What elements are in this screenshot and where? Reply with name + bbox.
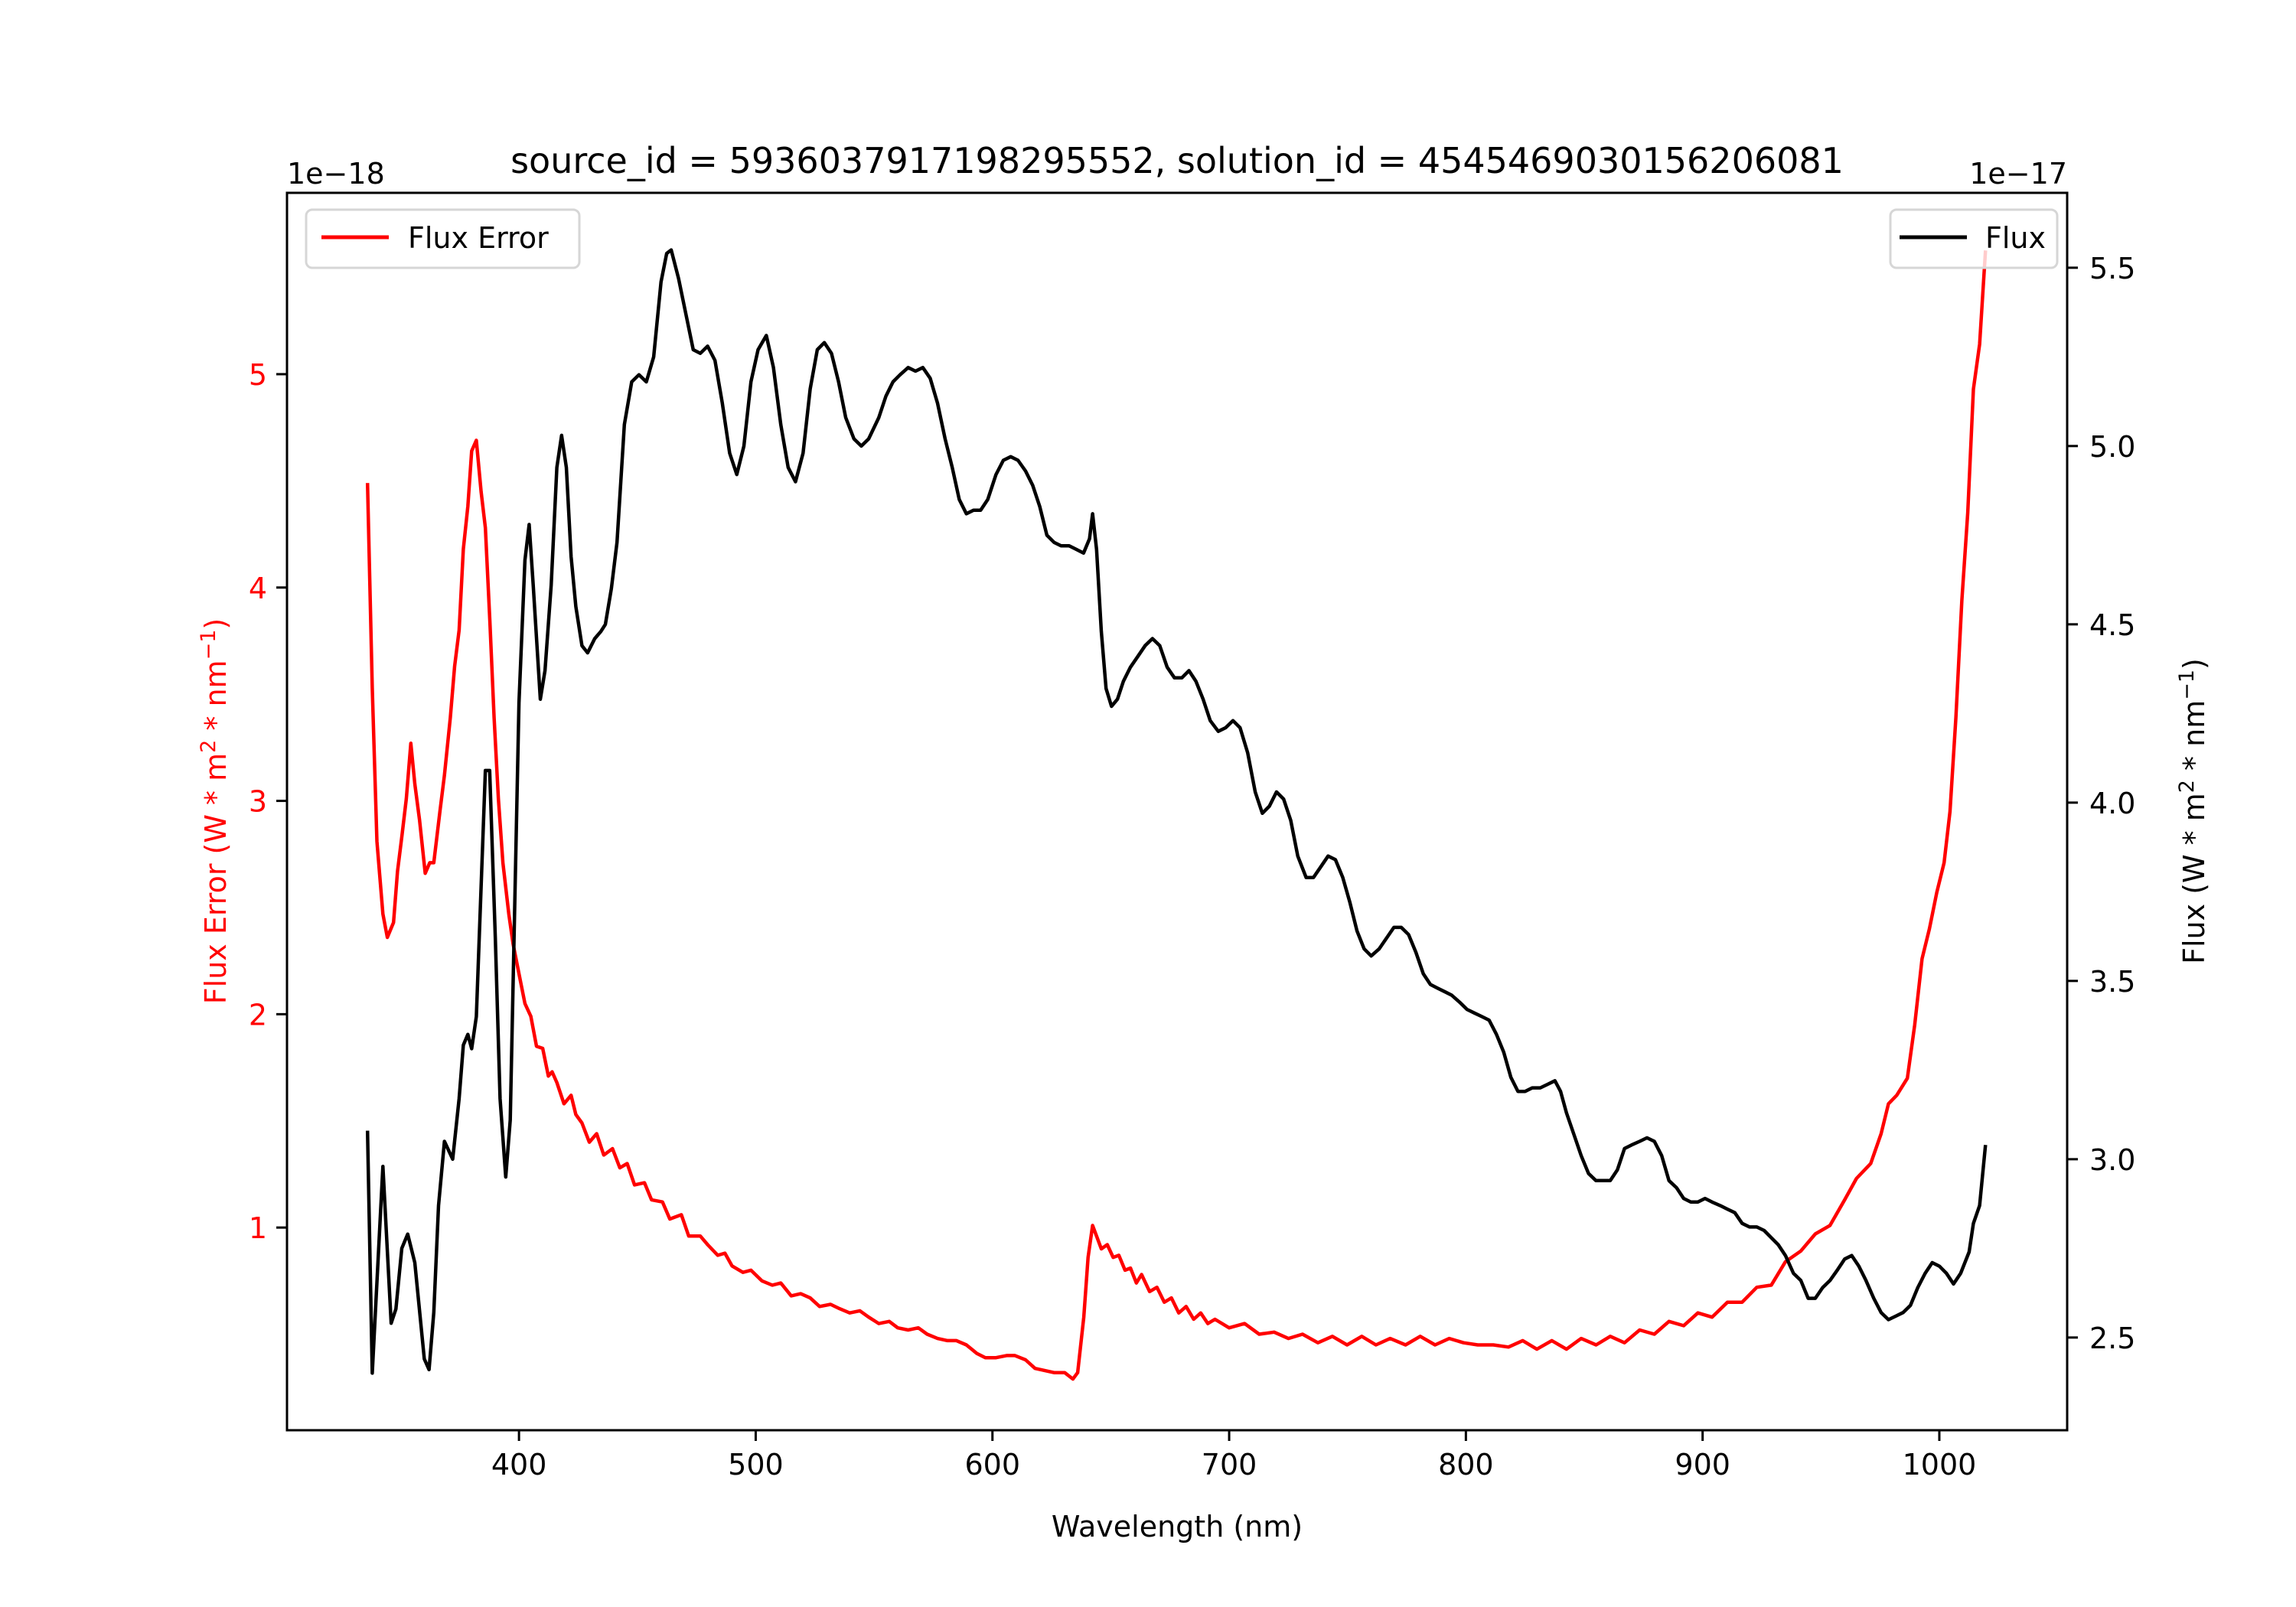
left-axis-label-superscript: 2	[197, 740, 220, 753]
left-axis-label-part: Flux Error (W * m	[199, 753, 233, 1004]
right-axis-label-superscript: 2	[2175, 780, 2199, 793]
left-y-tick-label: 2	[249, 998, 267, 1032]
chart-title: source_id = 5936037917198295552, solutio…	[510, 140, 1844, 181]
right-axis-label-superscript: −1	[2175, 670, 2199, 700]
left-axis-label-part: )	[199, 618, 233, 630]
axes-frame	[285, 191, 2069, 1432]
legend-flux: Flux	[1889, 208, 2059, 269]
right-y-tick-label: 4.5	[2089, 608, 2135, 642]
x-axis-label: Wavelength (nm)	[1052, 1510, 1303, 1543]
legend-box	[1889, 208, 2059, 269]
legend-label: Flux	[1985, 221, 2046, 255]
right-axis-offset: 1e−17	[1969, 157, 2067, 191]
right-y-tick-label: 3.0	[2089, 1143, 2135, 1177]
left-axis-label-part: * nm	[199, 660, 233, 739]
right-y-tick-label: 3.5	[2089, 965, 2135, 999]
x-tick-label: 700	[1202, 1448, 1257, 1482]
left-y-tick-label: 5	[249, 358, 267, 392]
right-axis-label-part: )	[2177, 658, 2211, 670]
right-axis-label: Flux (W * m2 * nm−1)	[2175, 658, 2211, 964]
right-y-tick-label: 4.0	[2089, 787, 2135, 820]
x-tick-label: 1000	[1903, 1448, 1977, 1482]
left-axis-offset: 1e−18	[287, 157, 385, 191]
legend-box	[305, 208, 581, 269]
x-tick-label: 500	[728, 1448, 784, 1482]
right-y-tick-label: 5.0	[2089, 430, 2135, 464]
x-tick-label: 900	[1675, 1448, 1730, 1482]
series-layer	[365, 248, 1988, 1381]
legend-flux-error: Flux Error	[305, 208, 581, 269]
left-y-tick-label: 1	[249, 1211, 267, 1245]
x-tick-label: 600	[964, 1448, 1020, 1482]
right-y-tick-label: 2.5	[2089, 1322, 2135, 1355]
x-tick-label: 800	[1438, 1448, 1494, 1482]
right-axis-label-part: Flux (W * m	[2177, 793, 2211, 964]
left-y-tick-label: 4	[249, 572, 267, 605]
left-axis-label-superscript: −1	[197, 630, 220, 660]
right-axis-label-part: * nm	[2177, 700, 2211, 780]
series-line-flux	[365, 248, 1988, 1375]
x-tick-label: 400	[491, 1448, 547, 1482]
ticks-layer: 400 500 600 700 800 900 1000 1 2 3 4 5 2.5 3.0 3.5 4.0 4…	[249, 252, 2136, 1482]
left-axis-label: Flux Error (W * m2 * nm−1)	[197, 618, 233, 1004]
left-y-tick-label: 3	[249, 785, 267, 819]
series-line-flux-error	[365, 250, 1988, 1381]
legend-label: Flux Error	[408, 221, 549, 255]
right-y-tick-label: 5.5	[2089, 252, 2135, 285]
